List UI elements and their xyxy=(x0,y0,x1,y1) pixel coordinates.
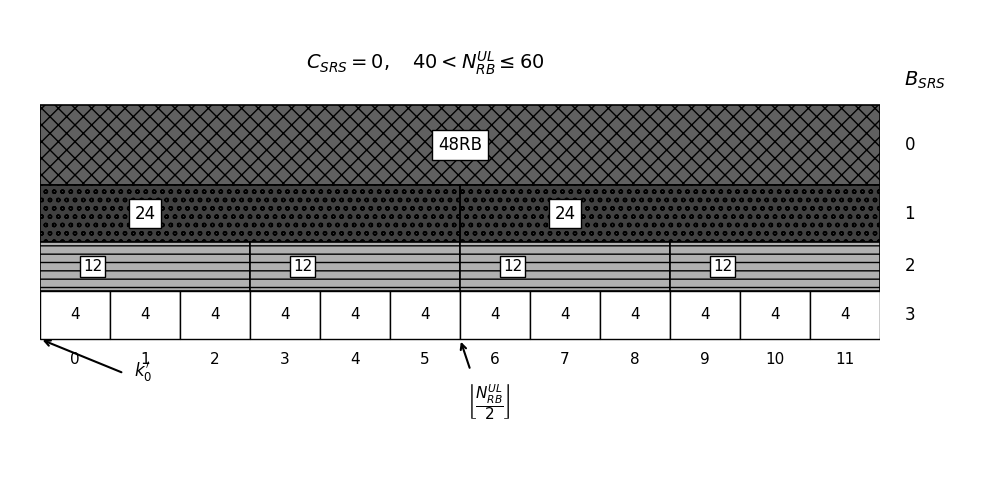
Text: $\left\lfloor \dfrac{N_{RB}^{UL}}{2} \right\rfloor$: $\left\lfloor \dfrac{N_{RB}^{UL}}{2} \ri… xyxy=(467,382,511,422)
Text: 9: 9 xyxy=(700,351,710,367)
Text: 4: 4 xyxy=(350,351,360,367)
Bar xyxy=(250,291,320,339)
Text: 12: 12 xyxy=(293,259,312,274)
Text: 2: 2 xyxy=(904,257,915,275)
Bar xyxy=(460,242,670,291)
Bar xyxy=(40,105,880,185)
Bar xyxy=(670,242,880,291)
Text: 4: 4 xyxy=(140,307,150,323)
Text: 0: 0 xyxy=(904,136,915,154)
Text: 1: 1 xyxy=(140,351,150,367)
Text: 7: 7 xyxy=(560,351,570,367)
Bar xyxy=(40,242,250,291)
Text: 3: 3 xyxy=(280,351,290,367)
Bar xyxy=(390,291,460,339)
Text: 4: 4 xyxy=(490,307,500,323)
Bar xyxy=(740,291,810,339)
Text: 24: 24 xyxy=(554,205,576,223)
Bar xyxy=(320,291,390,339)
Text: $B_{SRS}$: $B_{SRS}$ xyxy=(904,70,946,91)
Text: 48RB: 48RB xyxy=(438,136,482,154)
Text: 4: 4 xyxy=(350,307,360,323)
Text: 5: 5 xyxy=(420,351,430,367)
Text: 2: 2 xyxy=(210,351,220,367)
Bar xyxy=(250,242,460,291)
Text: 1: 1 xyxy=(904,205,915,223)
Bar xyxy=(180,291,250,339)
Text: $k_0^{\prime}$: $k_0^{\prime}$ xyxy=(134,360,153,384)
Text: 12: 12 xyxy=(713,259,732,274)
Text: 4: 4 xyxy=(840,307,850,323)
Text: 4: 4 xyxy=(630,307,640,323)
Bar xyxy=(530,291,600,339)
Bar xyxy=(110,291,180,339)
Bar xyxy=(810,291,880,339)
Text: 4: 4 xyxy=(280,307,290,323)
Text: 10: 10 xyxy=(765,351,785,367)
Text: 8: 8 xyxy=(630,351,640,367)
Text: 12: 12 xyxy=(503,259,522,274)
Bar xyxy=(460,185,880,242)
Bar xyxy=(670,291,740,339)
Bar xyxy=(40,291,110,339)
Text: 4: 4 xyxy=(210,307,220,323)
Text: 24: 24 xyxy=(134,205,156,223)
Text: 6: 6 xyxy=(490,351,500,367)
Text: 11: 11 xyxy=(835,351,855,367)
Text: 3: 3 xyxy=(904,306,915,324)
Text: 4: 4 xyxy=(700,307,710,323)
Text: 4: 4 xyxy=(770,307,780,323)
Text: $C_{SRS} = 0, \quad 40 < N_{RB}^{UL} \leq 60$: $C_{SRS} = 0, \quad 40 < N_{RB}^{UL} \le… xyxy=(306,49,544,77)
Text: 4: 4 xyxy=(560,307,570,323)
Text: 0: 0 xyxy=(70,351,80,367)
Text: 12: 12 xyxy=(83,259,102,274)
Bar xyxy=(600,291,670,339)
Bar xyxy=(460,291,530,339)
Text: 4: 4 xyxy=(420,307,430,323)
Bar xyxy=(40,185,460,242)
Text: 4: 4 xyxy=(70,307,80,323)
